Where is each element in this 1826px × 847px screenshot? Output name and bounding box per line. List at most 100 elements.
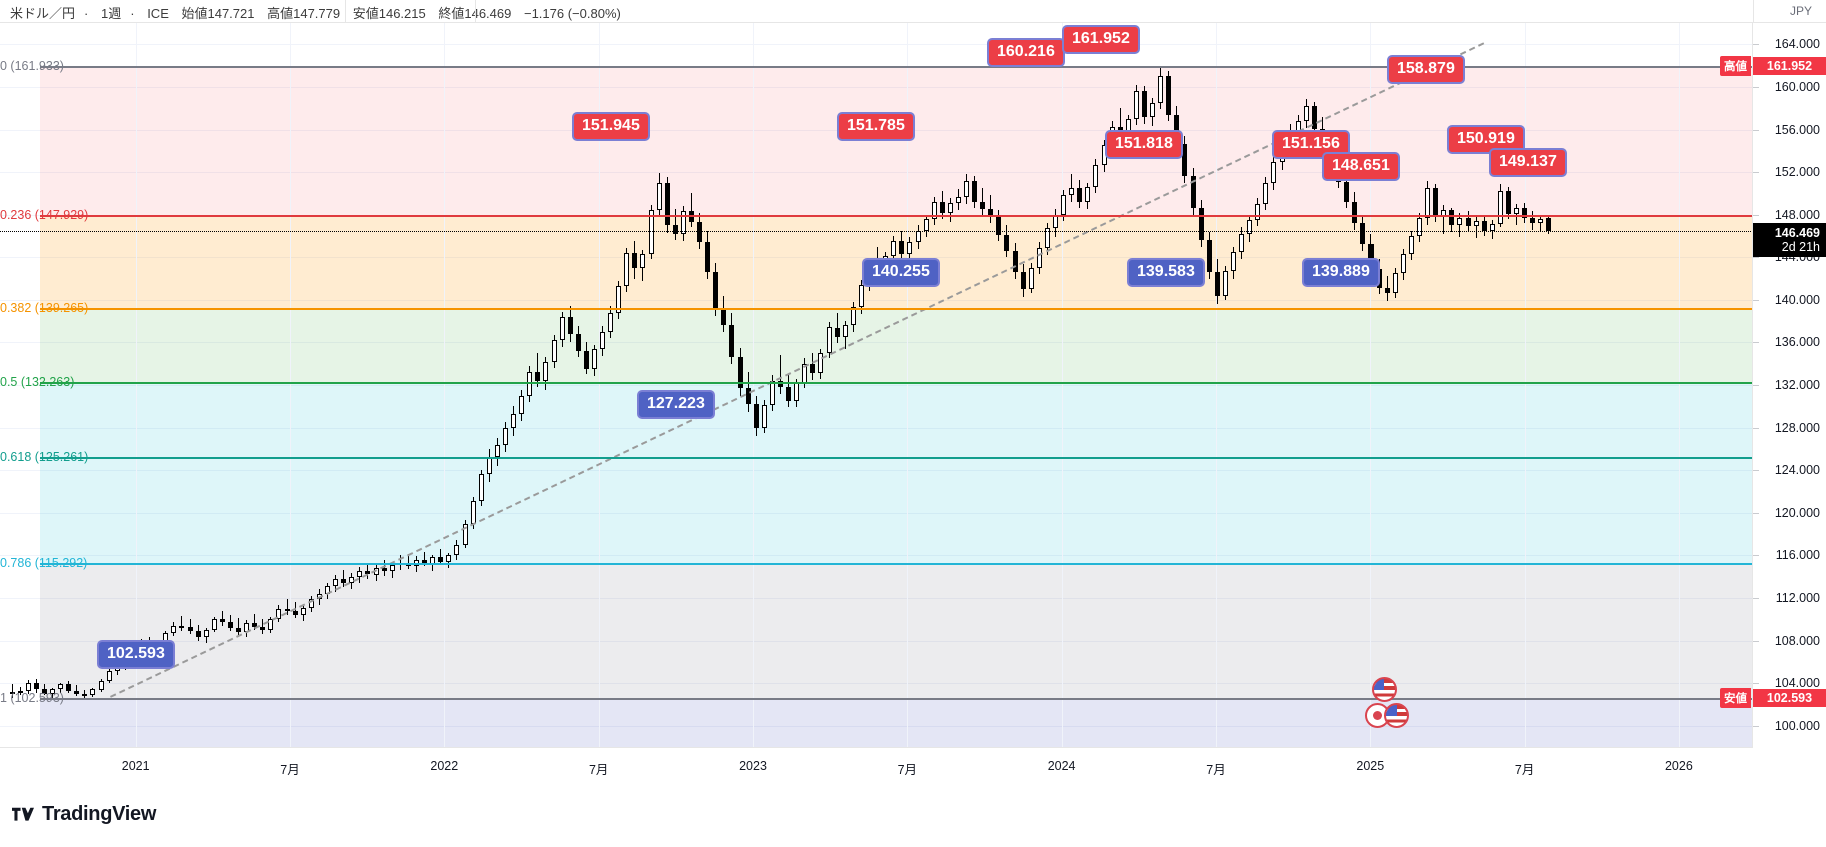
candle bbox=[74, 685, 80, 696]
time-axis-tick-label: 2022 bbox=[430, 759, 459, 773]
candle bbox=[486, 448, 492, 482]
candle bbox=[1093, 159, 1099, 194]
fib-level-line[interactable] bbox=[40, 698, 1752, 701]
candle-body bbox=[543, 361, 549, 381]
candle bbox=[600, 326, 606, 357]
candle bbox=[891, 235, 897, 264]
fib-level-line[interactable] bbox=[40, 456, 1752, 459]
fib-level-label: 0.5 (132.263) bbox=[0, 375, 75, 390]
candle-body bbox=[1433, 188, 1439, 216]
swing-high-badge[interactable]: 160.216 bbox=[987, 38, 1065, 67]
candle bbox=[705, 230, 711, 279]
candle-body bbox=[1004, 234, 1010, 251]
candle bbox=[236, 618, 242, 636]
price-axis-tick-dash bbox=[1753, 683, 1759, 685]
price-axis-tick-dash bbox=[1753, 470, 1759, 472]
candle-body bbox=[1546, 217, 1552, 231]
price-axis-high-tag: 高値 bbox=[1720, 56, 1751, 77]
tradingview-logo-icon bbox=[12, 807, 34, 821]
price-axis-current-value[interactable]: 146.469 2d 21h bbox=[1753, 222, 1826, 257]
time-axis-tick-label: 7月 bbox=[1514, 763, 1535, 777]
us-flag-marker-2[interactable] bbox=[1383, 702, 1409, 728]
swing-high-badge[interactable]: 151.785 bbox=[837, 112, 915, 141]
fib-level-line[interactable] bbox=[40, 215, 1752, 218]
candle bbox=[955, 189, 961, 211]
symbol-name[interactable]: 米ドル／円 bbox=[10, 6, 76, 21]
header-divider-2 bbox=[475, 0, 476, 23]
price-axis-tick-label: 140.000 bbox=[1774, 292, 1820, 307]
price-axis[interactable]: 164.000 160.000 156.000 152.000 148.000 144.0… bbox=[1720, 23, 1826, 747]
candle bbox=[1352, 192, 1358, 230]
candle bbox=[446, 553, 452, 569]
candle-body bbox=[1198, 208, 1204, 241]
swing-low-badge[interactable]: 127.223 bbox=[637, 390, 715, 419]
candle-body bbox=[292, 610, 298, 615]
fib-level-line[interactable] bbox=[40, 66, 1752, 69]
price-axis-tick-label: 100.000 bbox=[1774, 718, 1820, 733]
swing-high-badge[interactable]: 148.651 bbox=[1322, 152, 1400, 181]
candle-body bbox=[1465, 217, 1471, 227]
fib-level-line[interactable] bbox=[40, 307, 1752, 310]
candle bbox=[1441, 205, 1447, 234]
candle-body bbox=[899, 241, 905, 255]
candle-body bbox=[82, 693, 88, 696]
fib-level-line[interactable] bbox=[40, 562, 1752, 565]
candle bbox=[988, 195, 994, 224]
candle bbox=[502, 422, 508, 453]
candle-body bbox=[260, 626, 266, 630]
candle bbox=[1150, 97, 1156, 127]
time-axis[interactable]: 2021 7月 2022 7月 2023 7月 2024 7月 2025 7月 2026 bbox=[0, 747, 1753, 787]
swing-high-badge[interactable]: 151.945 bbox=[572, 112, 650, 141]
fib-level-line[interactable] bbox=[40, 382, 1752, 385]
candle bbox=[931, 196, 937, 226]
candle-body bbox=[551, 340, 557, 362]
grid-line-h bbox=[0, 214, 1752, 216]
time-axis-tick-label: 2021 bbox=[121, 759, 150, 773]
candle-body bbox=[106, 671, 112, 681]
candle-body bbox=[1230, 251, 1236, 272]
swing-low-badge[interactable]: 140.255 bbox=[862, 258, 940, 287]
grid-line-v bbox=[907, 23, 909, 747]
candle bbox=[1142, 85, 1148, 125]
candle bbox=[9, 684, 15, 698]
candle bbox=[656, 172, 662, 216]
swing-high-badge[interactable]: 151.818 bbox=[1105, 130, 1183, 159]
candle-body bbox=[1449, 210, 1455, 226]
candle-body bbox=[697, 222, 703, 243]
grid-line-v bbox=[135, 23, 137, 747]
candle bbox=[1392, 267, 1398, 298]
candle-body bbox=[17, 690, 23, 693]
swing-high-badge[interactable]: 158.879 bbox=[1387, 55, 1465, 84]
candle bbox=[1028, 262, 1034, 294]
candle-body bbox=[1352, 201, 1358, 224]
price-axis-tick-dash bbox=[1753, 597, 1759, 599]
candle-body bbox=[478, 474, 484, 502]
candle-body bbox=[33, 683, 39, 690]
candle-body bbox=[389, 564, 395, 572]
candle-body bbox=[1360, 223, 1366, 245]
candle-body bbox=[1530, 217, 1536, 224]
tradingview-brand: TradingView bbox=[12, 794, 156, 834]
chart-pane[interactable]: 0 (161.933) 0.236 (147.929) 0.382 (139.265… bbox=[0, 23, 1753, 747]
swing-low-badge[interactable]: 139.583 bbox=[1127, 258, 1205, 287]
candle-body bbox=[939, 201, 945, 213]
candle-body bbox=[341, 578, 347, 584]
candle-body bbox=[1028, 267, 1034, 290]
candle bbox=[284, 599, 290, 615]
candle-body bbox=[713, 272, 719, 309]
candle bbox=[1522, 202, 1528, 224]
candle-body bbox=[219, 619, 225, 623]
candle bbox=[1384, 276, 1390, 301]
swing-high-badge[interactable]: 149.137 bbox=[1489, 148, 1567, 177]
price-axis-tick-label: 112.000 bbox=[1775, 590, 1820, 605]
interval-label[interactable]: 1週 bbox=[100, 6, 122, 21]
price-axis-tick-dash bbox=[1753, 257, 1759, 259]
swing-low-badge[interactable]: 139.889 bbox=[1302, 258, 1380, 287]
candle-body bbox=[1457, 217, 1463, 226]
candle-body bbox=[608, 312, 614, 332]
us-flag-marker[interactable] bbox=[1371, 677, 1397, 703]
swing-low-badge[interactable]: 102.593 bbox=[97, 640, 175, 669]
candle-body bbox=[365, 571, 371, 575]
swing-high-badge[interactable]: 161.952 bbox=[1062, 25, 1140, 54]
